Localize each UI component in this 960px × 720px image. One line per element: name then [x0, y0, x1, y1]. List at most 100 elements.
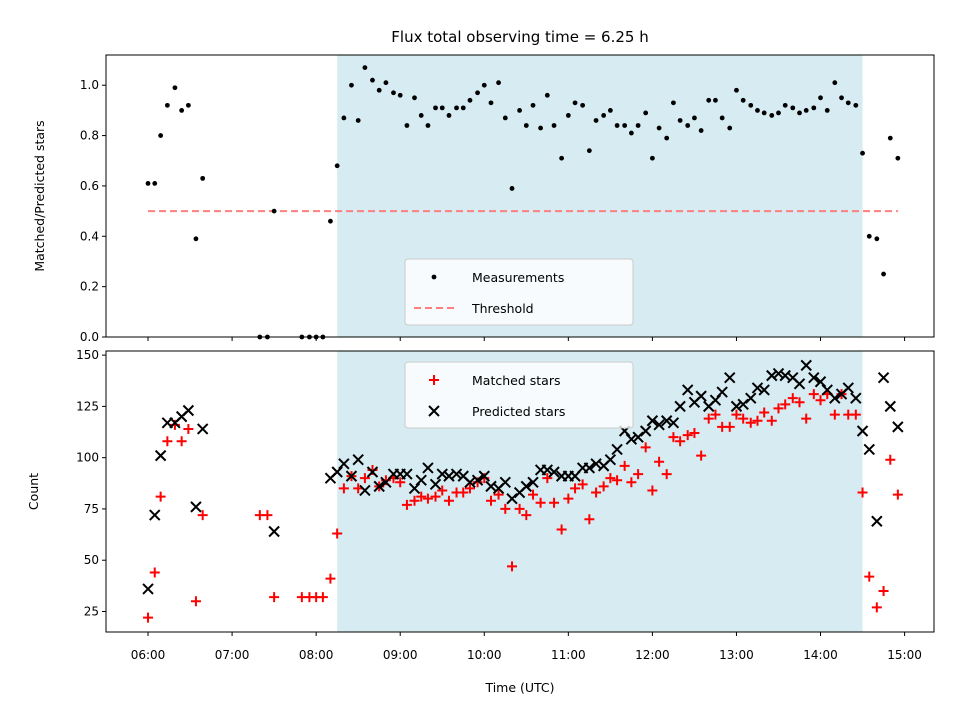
x-tick-label: 13:00: [719, 648, 754, 662]
measurement-point: [607, 107, 613, 113]
predicted-star-point: [359, 484, 371, 497]
measurement-point: [580, 102, 586, 108]
matched-star-point: [752, 415, 763, 426]
matched-star-point: [528, 489, 539, 500]
predicted-star-point: [892, 421, 904, 433]
chart-title: Flux total observing time = 6.25 h: [391, 28, 648, 46]
matched-star-point: [485, 495, 496, 506]
matched-star-point: [759, 407, 770, 418]
measurement-point: [740, 97, 746, 103]
measurement-point: [790, 105, 796, 111]
measurement-point: [593, 118, 599, 123]
matched-star-point: [738, 413, 749, 424]
series-predicted-stars: [142, 359, 904, 595]
legend-marker-predicted: [428, 405, 440, 417]
y-tick-label: 75: [84, 502, 99, 516]
x-tick-label: 14:00: [803, 648, 838, 662]
y-axis-label: Matched/Predicted stars: [32, 120, 47, 271]
measurement-point: [895, 155, 901, 161]
measurement-point: [376, 87, 382, 93]
measurement-point: [446, 113, 452, 118]
predicted-star-point: [527, 476, 539, 488]
measurement-point: [656, 125, 662, 131]
predicted-star-point: [751, 382, 764, 394]
predicted-star-point: [681, 384, 694, 396]
legend-entry-label: Measurements: [472, 270, 564, 285]
predicted-star-point: [478, 470, 490, 482]
predicted-star-point: [667, 417, 680, 429]
matched-star-point: [801, 413, 812, 424]
measurement-point: [860, 150, 865, 156]
measurement-point: [635, 123, 641, 128]
predicted-star-point: [450, 468, 463, 480]
predicted-star-point: [660, 415, 673, 427]
measurement-point: [383, 80, 389, 86]
matched-star-point: [262, 510, 273, 521]
measurement-point: [839, 95, 844, 101]
matched-star-point: [507, 561, 518, 572]
measurement-point: [685, 123, 691, 128]
matched-star-point: [430, 491, 441, 502]
measurement-point: [391, 90, 396, 96]
matched-star-point: [422, 493, 433, 504]
matched-star-point: [633, 469, 644, 480]
measurement-point: [748, 102, 754, 108]
matched-star-point: [668, 432, 679, 443]
predicted-star-point: [352, 454, 364, 466]
matched-star-point: [563, 493, 574, 504]
matched-star-point: [857, 487, 868, 498]
measurement-point: [797, 110, 802, 116]
measurement-point: [334, 163, 340, 169]
y-tick-label: 0.4: [80, 229, 99, 243]
measurement-point: [370, 77, 375, 83]
predicted-star-point: [808, 371, 820, 384]
y-tick-label: 0.6: [80, 179, 99, 193]
measurement-point: [544, 92, 550, 98]
matched-star-point: [458, 487, 469, 498]
measurement-point: [769, 113, 775, 118]
measurement-point: [803, 107, 809, 113]
predicted-star-point: [408, 482, 421, 495]
predicted-star-point: [709, 394, 722, 406]
matched-star-point: [661, 469, 672, 480]
predicted-star-point: [401, 468, 413, 480]
measurement-point: [782, 102, 788, 108]
matched-star-point: [535, 497, 546, 508]
matched-star-point: [696, 450, 707, 461]
measurement-point: [496, 80, 501, 86]
x-tick-label: 09:00: [383, 648, 418, 662]
matched-star-point: [766, 415, 777, 426]
measurement-point: [845, 100, 851, 106]
measurement-point: [271, 208, 277, 214]
matched-star-point: [464, 483, 475, 494]
y-tick-label: 125: [76, 399, 99, 413]
measurement-point: [643, 110, 649, 116]
measurement-point: [713, 97, 718, 103]
predicted-star-point: [863, 443, 875, 456]
measurement-point: [551, 123, 557, 128]
predicted-star-point: [793, 378, 806, 390]
matched-star-point: [787, 393, 798, 404]
predicted-star-point: [190, 501, 202, 513]
measurement-point: [586, 148, 592, 154]
y-tick-label: 0.2: [80, 280, 99, 294]
measurement-point: [866, 233, 872, 239]
matched-star-point: [338, 483, 349, 494]
measurement-point: [349, 82, 354, 88]
matched-star-point: [808, 389, 819, 400]
x-tick-label: 12:00: [635, 648, 670, 662]
matched-star-point: [500, 503, 511, 514]
measurement-point: [698, 128, 704, 133]
matched-star-point: [675, 436, 686, 447]
measurement-point: [145, 181, 151, 186]
predicted-star-point: [884, 400, 896, 413]
measurement-point: [467, 97, 473, 103]
matched-star-point: [359, 473, 370, 484]
measurement-point: [460, 105, 466, 111]
measurement-point: [164, 102, 170, 108]
matched-star-point: [401, 499, 412, 510]
y-tick-label: 0.0: [80, 330, 99, 344]
series-matched-stars: [143, 389, 903, 623]
axes-frame: [105, 350, 935, 633]
x-tick-label: 07:00: [215, 648, 250, 662]
